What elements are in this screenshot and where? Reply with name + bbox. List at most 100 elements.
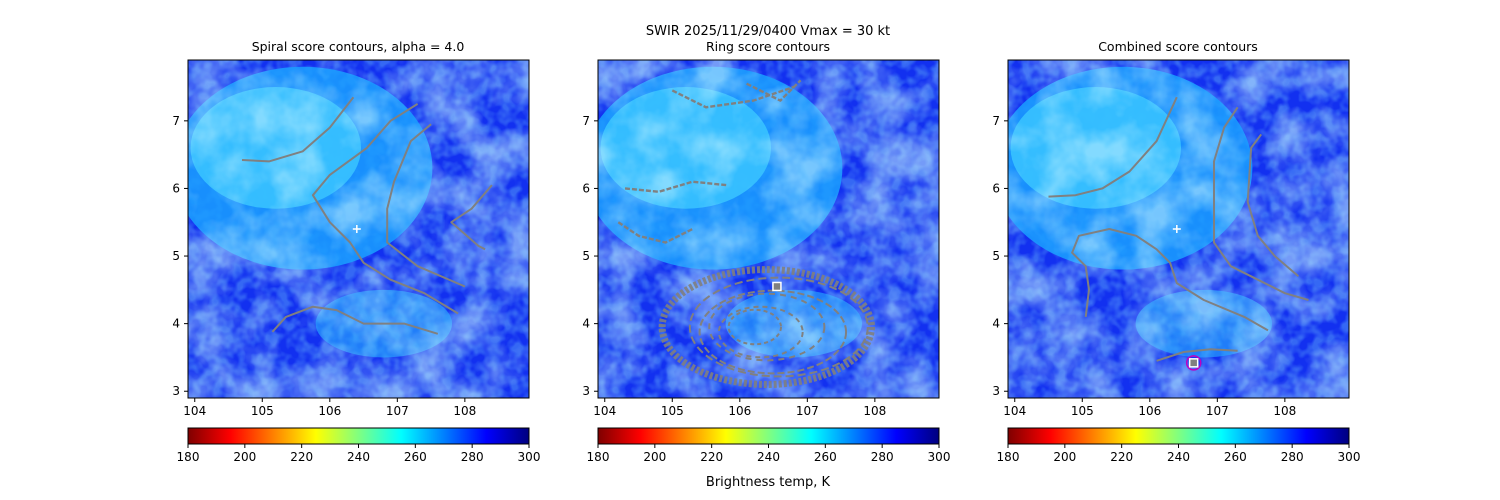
colorbar-tick-label: 200 (1053, 450, 1076, 464)
ring-contour (688, 276, 869, 378)
contour-line (1071, 228, 1269, 332)
colorbar-label: Brightness temp, K (706, 475, 831, 490)
colorbar-spiral: 180 200 220 240 260 280 300 (177, 427, 541, 464)
x-tick-label: 108 (863, 404, 886, 418)
contour-line (450, 184, 493, 251)
colorbar-tick-label: 180 (997, 450, 1020, 464)
colorbar-tick-label: 220 (1110, 450, 1133, 464)
axis-ticks-ring: 104 105 106 107 108 3 4 5 6 7 (582, 114, 886, 418)
colorbar-tick-label: 260 (1224, 450, 1247, 464)
colorbar-tick-label: 200 (643, 450, 666, 464)
y-tick-label: 6 (172, 181, 180, 195)
y-tick-label: 3 (582, 384, 590, 398)
x-tick-label: 104 (593, 404, 616, 418)
colorbar-gradient (597, 427, 940, 445)
x-tick-label: 105 (251, 404, 274, 418)
plot-area-ring (597, 59, 940, 399)
axes-frame (597, 59, 940, 399)
contour-line (311, 103, 459, 315)
y-tick-label: 3 (992, 384, 1000, 398)
colorbar-tick-label: 300 (1338, 450, 1361, 464)
x-tick-label: 104 (183, 404, 206, 418)
contour-line (624, 180, 727, 194)
contour-line (671, 85, 795, 109)
ring-contour (708, 292, 826, 362)
y-tick-label: 5 (992, 249, 1000, 263)
y-tick-label: 4 (582, 317, 590, 331)
colorbar-tick-label: 240 (757, 450, 780, 464)
y-tick-label: 7 (172, 114, 180, 128)
axis-ticks-combined: 104 105 106 107 108 3 4 5 6 7 (992, 114, 1296, 418)
x-tick-label: 105 (1071, 404, 1094, 418)
x-tick-label: 106 (1138, 404, 1161, 418)
x-tick-label: 107 (1206, 404, 1229, 418)
y-tick-label: 5 (582, 249, 590, 263)
cloud-texture (598, 60, 939, 398)
y-tick-label: 7 (992, 114, 1000, 128)
colorbar-tick-label: 280 (871, 450, 894, 464)
box-marker (1188, 358, 1199, 368)
colorbar-tick-label: 280 (1281, 450, 1304, 464)
colorbar-tick-label: 280 (461, 450, 484, 464)
panel-title-combined: Combined score contours (1098, 39, 1258, 54)
panel-combined: Combined score contours 104 105 106 107 108 3… (992, 39, 1360, 464)
colorbar-tick-label: 300 (518, 450, 541, 464)
y-tick-label: 3 (172, 384, 180, 398)
x-tick-label: 104 (1003, 404, 1026, 418)
x-tick-label: 108 (453, 404, 476, 418)
x-tick-label: 108 (1273, 404, 1296, 418)
contour-line (1213, 106, 1309, 301)
colorbar-tick-label: 260 (404, 450, 427, 464)
colorbar-tick-label: 240 (1167, 450, 1190, 464)
contour-line (617, 221, 694, 244)
center-marker (352, 225, 361, 233)
ring-contour (717, 305, 804, 359)
y-tick-label: 4 (992, 317, 1000, 331)
plot-area-combined (1007, 59, 1350, 399)
contour-line (1156, 348, 1238, 362)
colorbar-tick-label: 220 (290, 450, 313, 464)
box-marker-ring (1185, 355, 1202, 371)
colorbar-tick-label: 240 (347, 450, 370, 464)
colorbar-gradient (1007, 427, 1350, 445)
y-tick-label: 4 (172, 317, 180, 331)
ring-contour (727, 308, 782, 346)
panel-title-ring-line1: Ring score contours (706, 39, 830, 54)
colorbar-tick-label: 180 (587, 450, 610, 464)
plot-area-spiral (187, 59, 530, 399)
y-tick-label: 6 (582, 181, 590, 195)
y-tick-label: 5 (172, 249, 180, 263)
y-tick-label: 7 (582, 114, 590, 128)
colorbar-gradient (187, 427, 530, 445)
panel-spiral: Spiral score contours, alpha = 4.0 104 10… (172, 39, 540, 464)
figure-suptitle: SWIR 2025/11/29/0400 Vmax = 30 kt (646, 24, 890, 39)
colorbar-tick-label: 180 (177, 450, 200, 464)
contour-line (1246, 133, 1300, 278)
ring-contour-band (658, 266, 875, 388)
axis-ticks-spiral: 104 105 106 107 108 3 4 5 6 7 (172, 114, 476, 418)
colorbar-combined: 180 200 220 240 260 280 300 (997, 427, 1361, 464)
contour-line (1048, 96, 1178, 198)
x-tick-label: 107 (386, 404, 409, 418)
panel-title-spiral: Spiral score contours, alpha = 4.0 (252, 39, 465, 54)
colorbar-ring: 180 200 220 240 260 280 300 (587, 427, 951, 464)
x-tick-label: 105 (661, 404, 684, 418)
colorbar-tick-label: 260 (814, 450, 837, 464)
colorbar-tick-label: 220 (700, 450, 723, 464)
axes-frame (1007, 59, 1350, 399)
y-tick-label: 6 (992, 181, 1000, 195)
box-marker (772, 281, 782, 292)
panel-ring: Ring score contours 104 105 106 107 108 3 4 5 6 7… (582, 39, 950, 490)
contour-line (746, 79, 802, 102)
x-tick-label: 106 (318, 404, 341, 418)
contour-line (241, 96, 355, 163)
x-tick-label: 106 (728, 404, 751, 418)
x-tick-label: 107 (796, 404, 819, 418)
contour-line (386, 123, 466, 288)
colorbar-tick-label: 200 (233, 450, 256, 464)
axes-frame (187, 59, 530, 399)
colorbar-tick-label: 300 (928, 450, 951, 464)
center-marker (1172, 225, 1181, 233)
contour-line (271, 305, 439, 335)
